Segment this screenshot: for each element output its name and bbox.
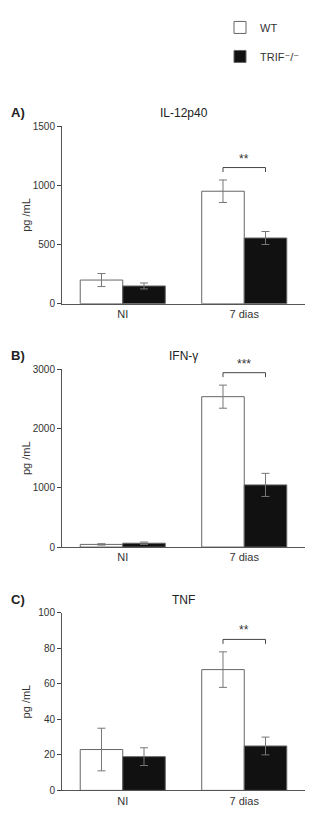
svg-text:**: ** bbox=[239, 152, 249, 166]
svg-text:0: 0 bbox=[49, 298, 55, 309]
svg-text:C): C) bbox=[11, 592, 25, 607]
svg-text:pg /mL: pg /mL bbox=[20, 441, 32, 475]
svg-text:B): B) bbox=[11, 348, 25, 363]
svg-text:1000: 1000 bbox=[33, 180, 56, 191]
svg-text:40: 40 bbox=[44, 714, 56, 725]
svg-text:3000: 3000 bbox=[33, 364, 56, 375]
svg-text:IL-12p40: IL-12p40 bbox=[160, 106, 208, 120]
svg-text:60: 60 bbox=[44, 678, 56, 689]
svg-text:WT: WT bbox=[260, 22, 277, 34]
svg-text:20: 20 bbox=[44, 749, 56, 760]
svg-text:80: 80 bbox=[44, 643, 56, 654]
svg-text:1000: 1000 bbox=[33, 482, 56, 493]
svg-text:0: 0 bbox=[49, 785, 55, 796]
svg-text:100: 100 bbox=[38, 607, 55, 618]
svg-text:NI: NI bbox=[117, 551, 128, 563]
svg-text:500: 500 bbox=[38, 239, 55, 250]
svg-text:pg /mL: pg /mL bbox=[20, 685, 32, 719]
svg-text:NI: NI bbox=[117, 795, 128, 807]
svg-text:**: ** bbox=[239, 623, 249, 637]
svg-text:0: 0 bbox=[49, 542, 55, 553]
svg-text:TRIF⁻/⁻: TRIF⁻/⁻ bbox=[260, 51, 299, 63]
svg-text:1500: 1500 bbox=[33, 121, 56, 132]
svg-text:7 dias: 7 dias bbox=[230, 551, 260, 563]
svg-text:IFN-γ: IFN-γ bbox=[169, 349, 198, 363]
svg-text:A): A) bbox=[11, 105, 25, 120]
svg-text:2000: 2000 bbox=[33, 423, 56, 434]
svg-text:7 dias: 7 dias bbox=[230, 308, 260, 320]
svg-text:NI: NI bbox=[117, 308, 128, 320]
svg-text:7 dias: 7 dias bbox=[230, 795, 260, 807]
svg-text:TNF: TNF bbox=[172, 593, 195, 607]
svg-text:pg /mL: pg /mL bbox=[20, 198, 32, 232]
svg-text:***: *** bbox=[237, 357, 251, 371]
